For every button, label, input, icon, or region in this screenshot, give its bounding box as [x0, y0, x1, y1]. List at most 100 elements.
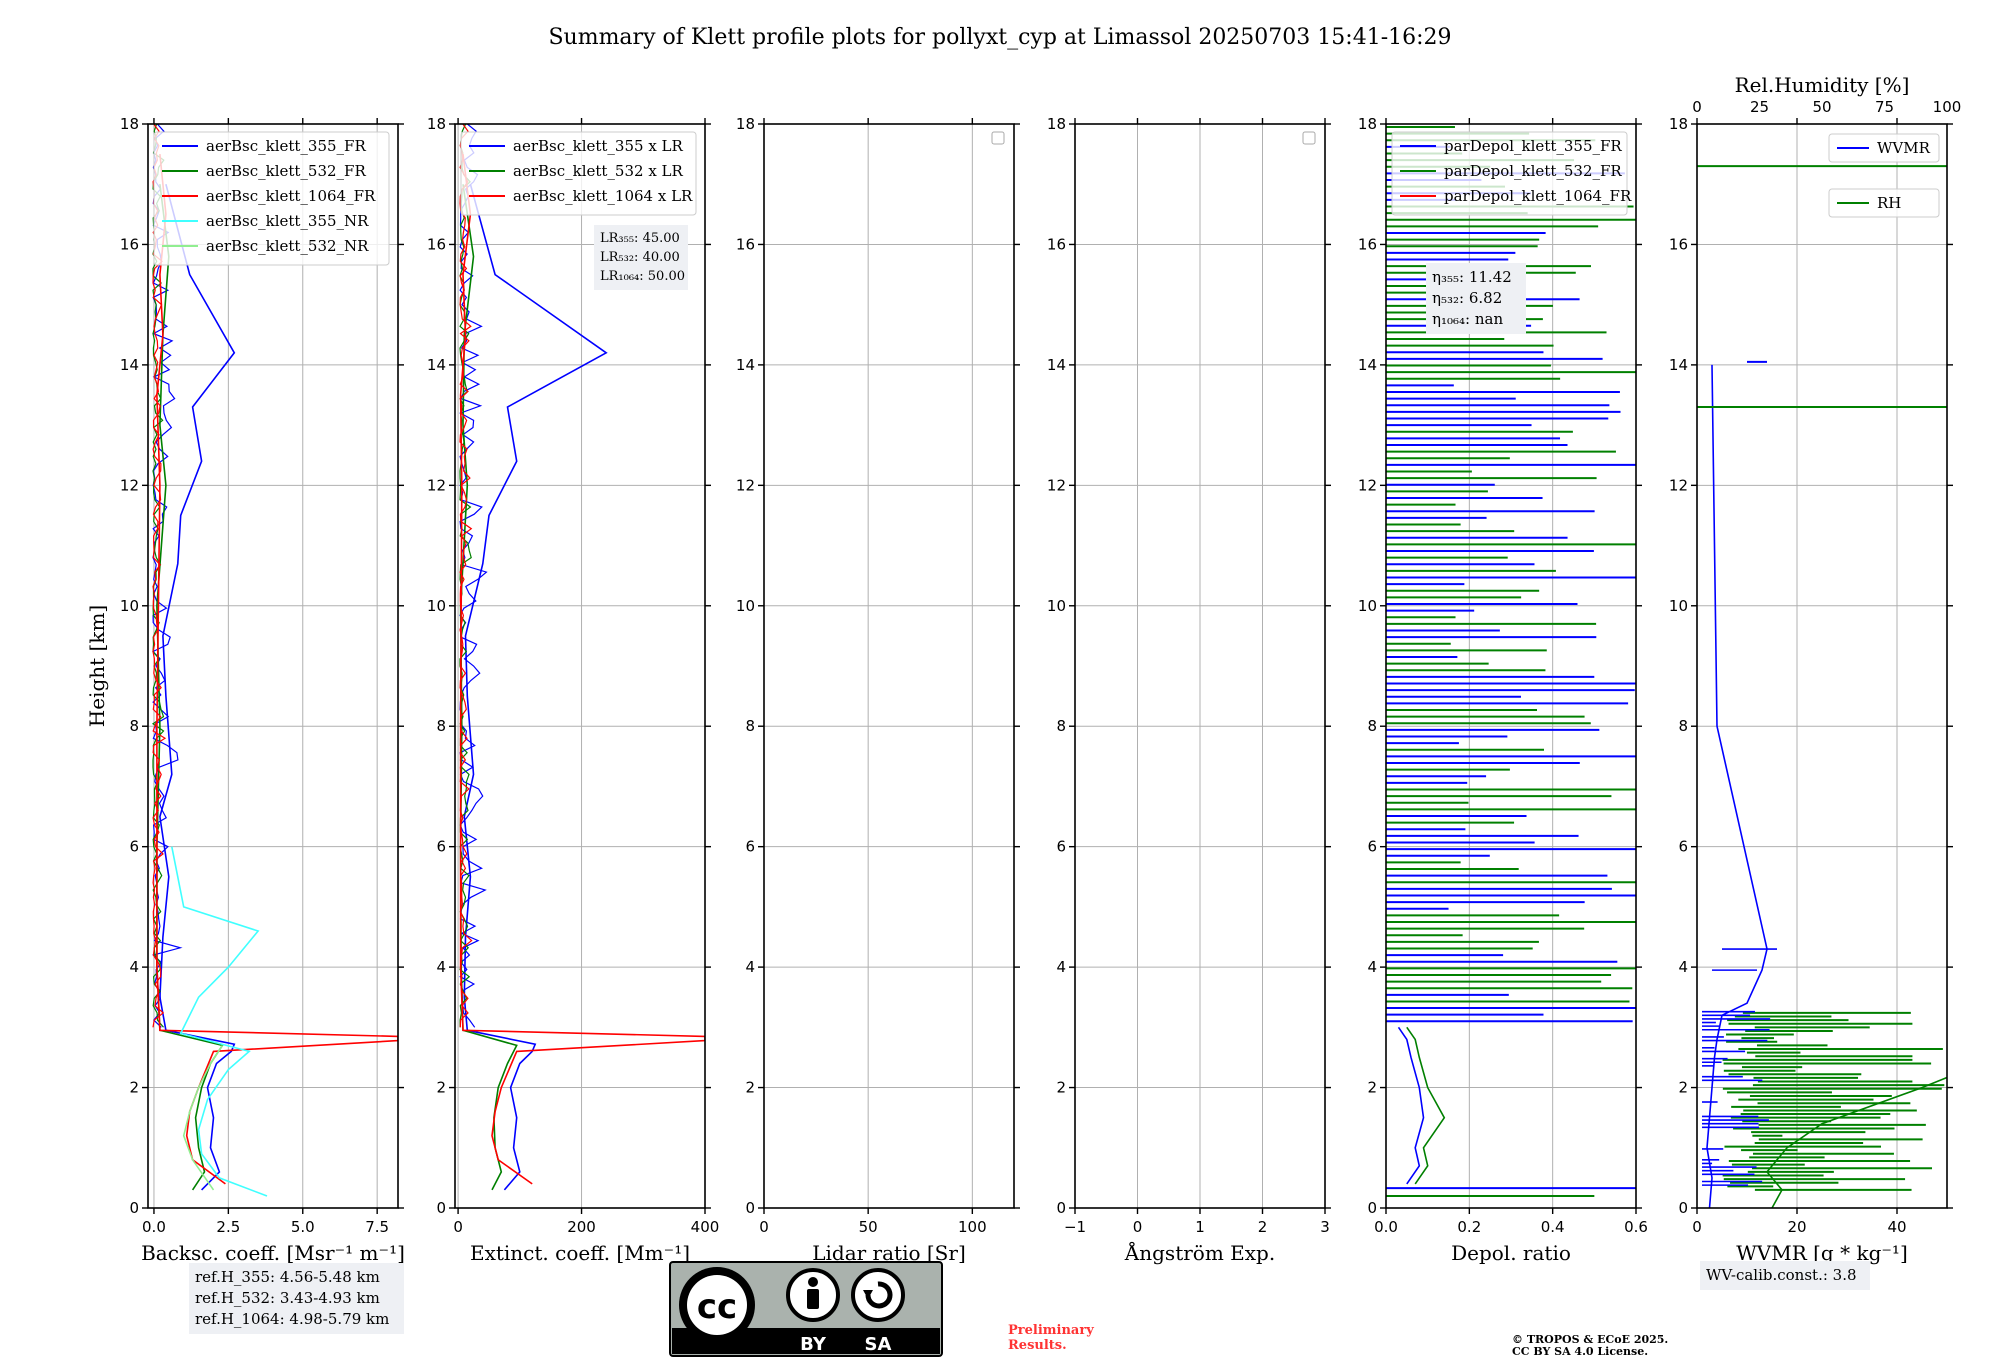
y-tick-label: 4	[436, 958, 446, 976]
x2-tick-label: 25	[1750, 98, 1769, 116]
y-tick-label: 12	[120, 476, 139, 494]
y-tick-label: 16	[1047, 235, 1066, 253]
plot-area	[459, 124, 705, 1191]
series-noise-aerBsc_klett_1064_FR	[152, 124, 167, 1028]
y-tick-label: 2	[436, 1079, 446, 1097]
x-tick-label: 0	[453, 1218, 463, 1236]
x-tick-label: 3	[1320, 1218, 1330, 1236]
y-tick-label: 12	[1047, 476, 1066, 494]
legend-label: aerBsc_klett_355_FR	[206, 137, 366, 155]
axes-frame	[454, 123, 706, 1209]
annotation-text: LR₅₃₂: 40.00	[600, 250, 680, 265]
series-line-RH	[1765, 1076, 1947, 1208]
y-tick-label: 8	[745, 717, 755, 735]
series-noise-aerBsc_klett_532 x LR	[459, 124, 472, 1028]
series-noise-aerBsc_klett_1064 x LR	[459, 124, 473, 1028]
annotation-text: η₃₅₅: 11.42	[1432, 268, 1512, 286]
annotation-text: ref.H_532: 3.43-4.93 km	[195, 1289, 380, 1307]
y-tick-label: 2	[745, 1079, 755, 1097]
by-label: BY	[800, 1334, 827, 1355]
y-tick-label: 0	[745, 1199, 755, 1217]
y-tick-label: 2	[129, 1079, 139, 1097]
sa-icon-arrow	[863, 1290, 873, 1299]
y-axis-label: Height [km]	[85, 605, 109, 727]
y-tick-label: 2	[1056, 1079, 1066, 1097]
x2-tick-label: 50	[1812, 98, 1831, 116]
x-tick-label: 2.5	[216, 1218, 240, 1236]
legend: aerBsc_klett_355_FR aerBsc_klett_532_FRae…	[153, 131, 390, 266]
legend-label: WVMR	[1877, 139, 1931, 157]
y-tick-label: 18	[1669, 115, 1688, 133]
figure-title: Summary of Klett profile plots for polly…	[548, 25, 1451, 50]
y-tick-label: 0	[1056, 1199, 1066, 1217]
annotation-text: WV-calib.const.: 3.8	[1706, 1266, 1857, 1284]
y-tick-label: 0	[1678, 1199, 1688, 1217]
y-tick-label: 6	[436, 838, 446, 856]
annotation-background	[189, 1263, 404, 1334]
y-tick-label: 16	[1669, 235, 1688, 253]
y-tick-label: 8	[129, 717, 139, 735]
legend: WVMR RH	[1828, 133, 1940, 218]
y-tick-label: 14	[120, 356, 139, 374]
y-tick-label: 18	[1358, 115, 1377, 133]
y-tick-label: 6	[1056, 838, 1066, 856]
y-tick-label: 16	[120, 235, 139, 253]
cc-license-badge[interactable]: cc BY SA	[669, 1261, 943, 1357]
y-tick-label: 10	[1669, 597, 1688, 615]
series-noise-aerBsc_klett_355_FR	[152, 124, 183, 1028]
y-tick-label: 0	[436, 1199, 446, 1217]
y-tick-label: 10	[120, 597, 139, 615]
legend-label: aerBsc_klett_1064_FR	[206, 187, 376, 205]
plot-area	[151, 124, 398, 1197]
empty-legend	[991, 131, 1005, 145]
series-line-aerBsc_klett_532_NR	[182, 1044, 224, 1191]
legend-box	[1391, 131, 1628, 216]
x-axis-label: Depol. ratio	[1451, 1241, 1571, 1265]
x-tick-label: 1	[1195, 1218, 1205, 1236]
y-tick-label: 14	[736, 356, 755, 374]
x-tick-label: 40	[1887, 1218, 1906, 1236]
by-icon-head	[808, 1277, 818, 1287]
y-tick-label: 0	[129, 1199, 139, 1217]
legend: aerBsc_klett_355 x LR aerBsc_klett_532 x …	[460, 131, 697, 216]
x-tick-label: 0.2	[1457, 1218, 1481, 1236]
annotation-box: η₃₅₅: 11.42 η₅₃₂: 6.82 η₁₀₆₄: nan	[1426, 263, 1526, 334]
y-tick-label: 8	[436, 717, 446, 735]
annotation-text: LR₃₅₅: 45.00	[600, 231, 680, 246]
legend-box	[1828, 133, 1940, 163]
axes-frame	[1696, 123, 1948, 1209]
annotation-background	[594, 225, 688, 290]
y-tick-label: 12	[427, 476, 446, 494]
annotation-text: η₅₃₂: 6.82	[1432, 289, 1502, 307]
y-tick-label: 4	[129, 958, 139, 976]
plot-area	[1697, 165, 1947, 1208]
legend-box	[460, 131, 697, 216]
y-tick-label: 6	[745, 838, 755, 856]
annotation-box: LR₃₅₅: 45.00 LR₅₃₂: 40.00 LR₁₀₆₄: 50.00	[594, 225, 688, 290]
annotation-text: ref.H_1064: 4.98-5.79 km	[195, 1310, 389, 1328]
x-tick-label: 2	[1258, 1218, 1268, 1236]
annotation-background	[1426, 263, 1526, 334]
y-tick-label: 0	[1367, 1199, 1377, 1217]
legend-label: aerBsc_klett_532 x LR	[513, 162, 684, 180]
annotation-text: LR₁₀₆₄: 50.00	[600, 269, 685, 284]
legend-label: aerBsc_klett_532_NR	[206, 237, 369, 255]
annotation-box: WV-calib.const.: 3.8	[1700, 1261, 1870, 1290]
x-tick-label: 0	[759, 1218, 769, 1236]
annotation-box: ref.H_355: 4.56-5.48 km ref.H_532: 3.43-4…	[189, 1263, 404, 1334]
x-tick-label: 50	[859, 1218, 878, 1236]
copyright-line1: © TROPOS & ECoE 2025.	[1512, 1333, 1668, 1346]
y-tick-label: 12	[736, 476, 755, 494]
x-tick-label: 0.6	[1624, 1218, 1648, 1236]
x2-tick-label: 0	[1692, 98, 1702, 116]
y-tick-label: 14	[427, 356, 446, 374]
series-line-aerBsc_klett_1064 x LR	[459, 154, 705, 1185]
axes-frame	[763, 123, 1015, 1209]
series-line-parDepol_klett_532_FR	[1406, 1026, 1446, 1185]
y-tick-label: 4	[745, 958, 755, 976]
x-axis-label: Extinct. coeff. [Mm⁻¹]	[470, 1241, 690, 1265]
